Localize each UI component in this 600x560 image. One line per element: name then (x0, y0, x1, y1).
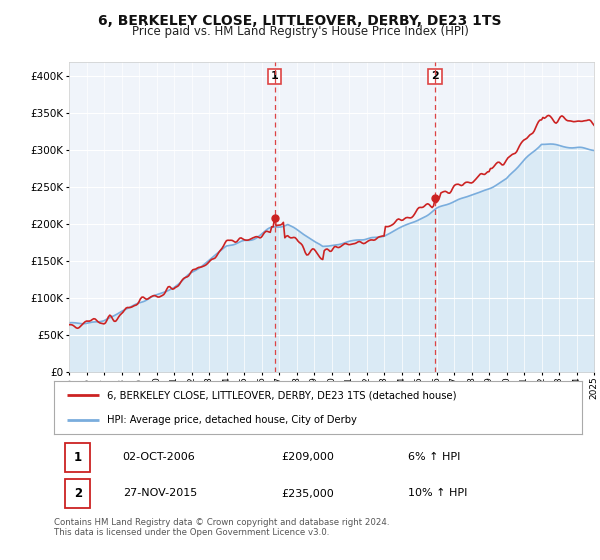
Text: 1: 1 (271, 71, 278, 81)
Bar (65, 479, 91, 508)
Text: 27-NOV-2015: 27-NOV-2015 (122, 488, 197, 498)
Bar (65, 443, 91, 472)
Text: Contains HM Land Registry data © Crown copyright and database right 2024.
This d: Contains HM Land Registry data © Crown c… (54, 518, 389, 538)
Text: 2: 2 (431, 71, 439, 81)
Text: £235,000: £235,000 (281, 488, 334, 498)
Text: 10% ↑ HPI: 10% ↑ HPI (408, 488, 467, 498)
Text: Price paid vs. HM Land Registry's House Price Index (HPI): Price paid vs. HM Land Registry's House … (131, 25, 469, 38)
Text: £209,000: £209,000 (281, 452, 334, 462)
Text: 6, BERKELEY CLOSE, LITTLEOVER, DERBY, DE23 1TS (detached house): 6, BERKELEY CLOSE, LITTLEOVER, DERBY, DE… (107, 390, 457, 400)
Text: 02-OCT-2006: 02-OCT-2006 (122, 452, 196, 462)
Text: 6% ↑ HPI: 6% ↑ HPI (408, 452, 460, 462)
Text: 1: 1 (74, 451, 82, 464)
Text: HPI: Average price, detached house, City of Derby: HPI: Average price, detached house, City… (107, 414, 356, 424)
Text: 2: 2 (74, 487, 82, 500)
Text: 6, BERKELEY CLOSE, LITTLEOVER, DERBY, DE23 1TS: 6, BERKELEY CLOSE, LITTLEOVER, DERBY, DE… (98, 14, 502, 28)
